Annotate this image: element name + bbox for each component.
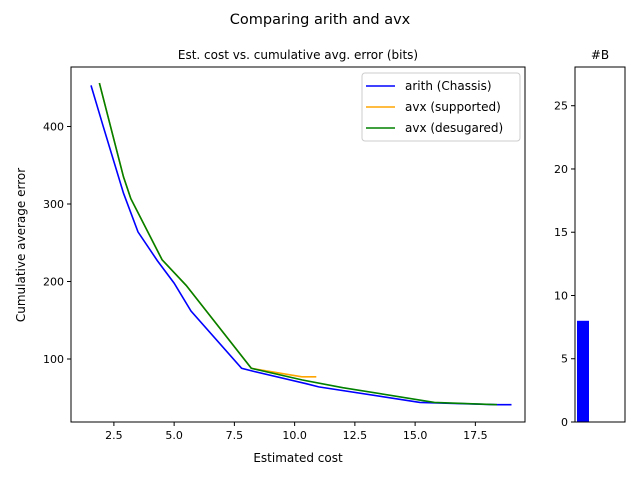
x-tick-label: 5.0 (165, 429, 183, 442)
line-plot-area: 2.5 5.0 7.5 10.0 12.5 15.0 17.5 100 200 300 400 (43, 82, 512, 442)
legend-label-avx-supported: avx (supported) (405, 100, 501, 114)
series-line-avx-supported (98, 82, 317, 378)
x-tick-label: 15.0 (403, 429, 428, 442)
bar-y-tick-label: 15 (554, 226, 568, 239)
bar (577, 320, 589, 422)
bar-y-tick-label: 20 (554, 163, 568, 176)
series-line-avx-desugared (98, 82, 498, 406)
x-tick-label: 2.5 (105, 429, 123, 442)
y-tick-label: 400 (43, 121, 64, 134)
line-plot-frame (70, 66, 526, 423)
bar-y-tick-label: 5 (561, 353, 568, 366)
x-tick-label: 12.5 (343, 429, 368, 442)
legend: arith (Chassis) avx (supported) avx (des… (361, 72, 521, 142)
bar-plot-frame (574, 66, 626, 423)
y-axis-label: Cumulative average error (14, 168, 28, 322)
x-tick-label: 10.0 (282, 429, 307, 442)
bar-y-tick-label: 0 (561, 416, 568, 429)
x-tick-label: 17.5 (463, 429, 488, 442)
y-tick-label: 300 (43, 198, 64, 211)
x-tick-label: 7.5 (226, 429, 244, 442)
series-line-arith-chassis (90, 85, 512, 406)
bar-y-tick-label: 10 (554, 289, 568, 302)
bar-plot-area: 0 5 10 15 20 25 (554, 100, 589, 429)
legend-label-arith: arith (Chassis) (405, 79, 492, 93)
figure-suptitle: Comparing arith and avx (230, 12, 411, 28)
y-tick-label: 100 (43, 353, 64, 366)
legend-box (361, 72, 521, 142)
bar-y-tick-label: 25 (554, 100, 568, 113)
x-axis-label: Estimated cost (253, 451, 343, 465)
legend-label-avx-desugared: avx (desugared) (405, 121, 503, 135)
line-chart-title: Est. cost vs. cumulative avg. error (bit… (178, 48, 418, 62)
y-tick-label: 200 (43, 276, 64, 289)
bar-chart-title: #B (591, 48, 609, 62)
